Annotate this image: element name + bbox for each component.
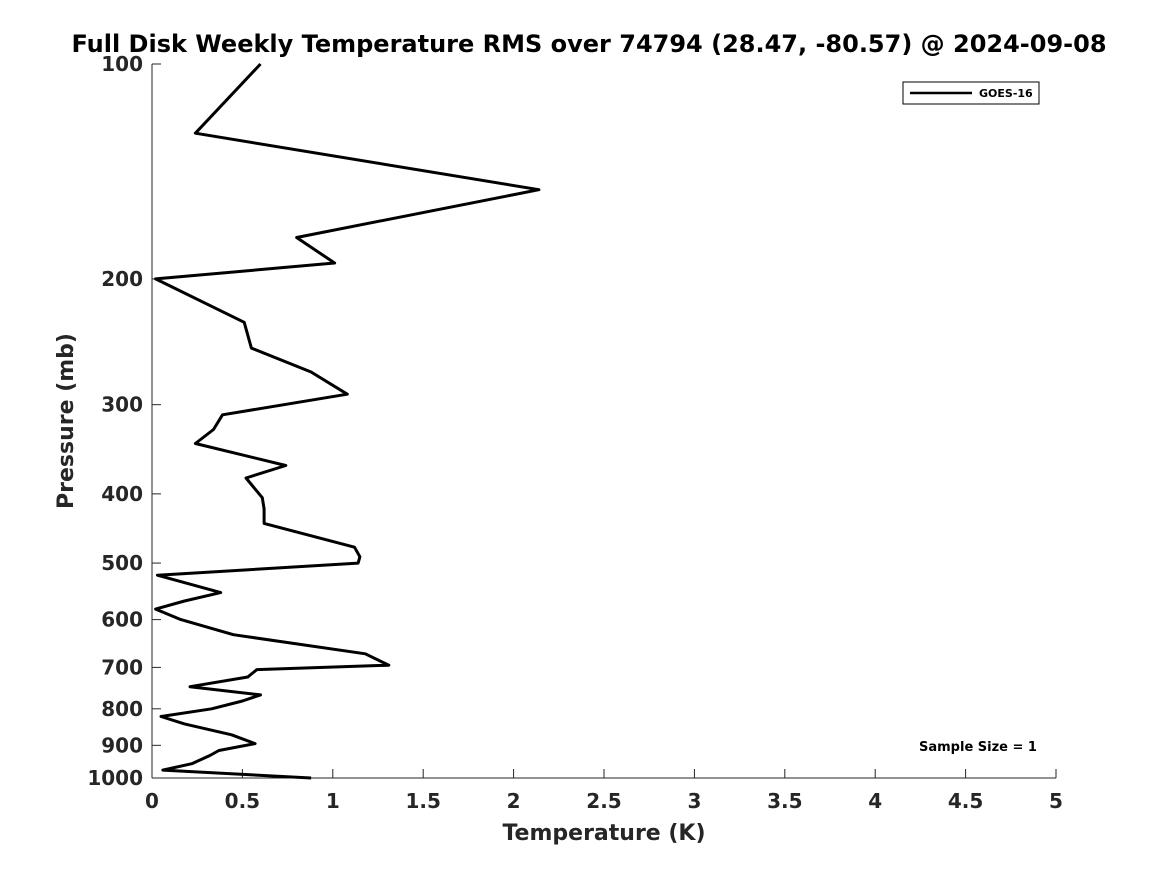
y-tick-label: 300 (101, 393, 143, 417)
plot-area (154, 62, 541, 780)
x-tick-label: 0 (145, 789, 159, 813)
y-tick-label: 1000 (87, 766, 143, 790)
x-tick-label: 2 (507, 789, 521, 813)
y-tick-label: 400 (101, 482, 143, 506)
x-tick-label: 3 (687, 789, 701, 813)
series-line-goes-16 (154, 62, 541, 780)
legend-label-goes-16: GOES-16 (979, 87, 1033, 100)
x-tick-label: 4.5 (948, 789, 983, 813)
x-tick-label: 5 (1049, 789, 1063, 813)
x-tick-label: 3.5 (767, 789, 802, 813)
y-tick-label: 800 (101, 697, 143, 721)
y-tick-label: 600 (101, 608, 143, 632)
y-tick-label: 100 (101, 52, 143, 76)
axes: 0 0.5 1 1.5 2 2.5 3 3.5 4 4.5 5 100 200 300 400 500 600 7… (87, 52, 1063, 813)
y-axis-label: Pressure (mb) (54, 333, 79, 509)
x-tick-label: 2.5 (586, 789, 621, 813)
x-axis-label: Temperature (K) (502, 821, 705, 846)
legend: GOES-16 (902, 81, 1040, 105)
y-tick-label: 900 (101, 733, 143, 757)
x-tick-label: 1 (326, 789, 340, 813)
y-tick-label: 200 (101, 267, 143, 291)
x-tick-label: 0.5 (225, 789, 260, 813)
x-tick-label: 1.5 (405, 789, 440, 813)
x-tick-label: 4 (868, 789, 882, 813)
sample-size-annotation: Sample Size = 1 (919, 740, 1037, 755)
chart-title: Full Disk Weekly Temperature RMS over 74… (71, 30, 1106, 58)
y-tick-label: 500 (101, 551, 143, 575)
y-tick-label: 700 (101, 655, 143, 679)
